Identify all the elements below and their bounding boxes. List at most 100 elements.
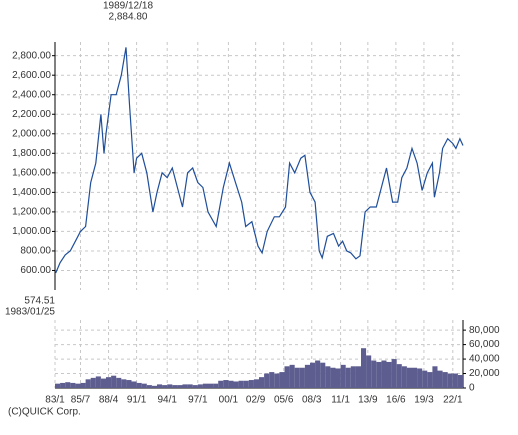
- y-tick-label: 2,600.00: [12, 70, 51, 81]
- volume-bar: [202, 383, 208, 388]
- volume-bar: [60, 382, 66, 388]
- y-tick-label: 80,000: [469, 325, 500, 336]
- volume-bar: [442, 372, 448, 388]
- volume-bar: [289, 364, 295, 388]
- volume-bar: [177, 385, 183, 388]
- volume-bar: [335, 368, 341, 388]
- volume-bar: [182, 384, 188, 388]
- volume-bar: [146, 385, 152, 388]
- volume-bar: [422, 370, 428, 388]
- y-tick-label: 20,000: [469, 368, 500, 379]
- volume-bar: [95, 376, 101, 388]
- price-line: [55, 47, 464, 274]
- y-tick-label: 1,400.00: [12, 187, 51, 198]
- volume-bar: [391, 359, 397, 388]
- volume-bar: [412, 367, 418, 388]
- annotation: 1989/12/18: [103, 1, 153, 12]
- volume-bar: [437, 370, 443, 388]
- y-tick-label: 0: [469, 383, 475, 394]
- volume-bar: [340, 364, 346, 388]
- volume-bar: [131, 381, 137, 388]
- x-tick-label: 22/1: [443, 395, 463, 406]
- x-tick-label: 94/1: [157, 395, 177, 406]
- volume-bar: [396, 364, 402, 388]
- y-tick-label: 1,800.00: [12, 148, 51, 159]
- volume-bar: [386, 361, 392, 388]
- y-tick-label: 2,800.00: [12, 50, 51, 61]
- volume-bar: [208, 383, 214, 388]
- volume-bar: [345, 367, 351, 388]
- volume-bar: [187, 384, 193, 388]
- volume-bar: [167, 384, 173, 388]
- x-tick-label: 16/6: [386, 395, 406, 406]
- x-tick-label: 83/1: [45, 395, 65, 406]
- y-tick-label: 40,000: [469, 354, 500, 365]
- volume-bar: [279, 372, 285, 388]
- volume-bar: [299, 367, 305, 388]
- volume-bar: [157, 384, 163, 388]
- volume-bar: [452, 373, 458, 388]
- volume-bar: [264, 373, 270, 388]
- volume-bar: [228, 380, 234, 388]
- volume-bar: [223, 380, 229, 388]
- volume-bar: [447, 373, 453, 388]
- volume-bar: [243, 380, 249, 388]
- volume-bar: [417, 368, 423, 388]
- volume-bar: [259, 377, 265, 388]
- volume-bar: [284, 366, 290, 388]
- annotation: 574.51: [24, 296, 55, 307]
- y-tick-label: 60,000: [469, 339, 500, 350]
- volume-bar: [65, 382, 71, 388]
- x-tick-label: 13/9: [358, 395, 378, 406]
- x-tick-label: 11/1: [331, 395, 350, 406]
- x-tick-label: 85/7: [71, 395, 91, 406]
- volume-bar: [85, 379, 91, 388]
- x-tick-label: 91/1: [127, 395, 147, 406]
- x-tick-label: 97/1: [188, 395, 208, 406]
- volume-bar: [269, 372, 275, 388]
- volume-bar: [70, 382, 76, 388]
- x-tick-label: 05/6: [274, 395, 294, 406]
- volume-bar: [294, 367, 300, 388]
- y-tick-label: 1,200.00: [12, 207, 51, 218]
- annotation: 2,884.80: [109, 12, 148, 23]
- volume-bar: [274, 373, 280, 388]
- volume-bar: [75, 383, 81, 388]
- annotation: 1983/01/25: [5, 307, 55, 318]
- credit: (C)QUICK Corp.: [8, 407, 81, 418]
- volume-bar: [172, 385, 178, 388]
- volume-bar: [457, 374, 463, 388]
- y-tick-label: 2,000.00: [12, 128, 51, 139]
- y-tick-label: 1,000.00: [12, 226, 51, 237]
- volume-bar: [218, 380, 224, 388]
- volume-bar: [366, 355, 372, 388]
- x-tick-label: 88/4: [99, 395, 119, 406]
- y-tick-label: 1,600.00: [12, 167, 51, 178]
- volume-bar: [100, 378, 106, 388]
- volume-bar: [253, 379, 259, 388]
- volume-bar: [330, 367, 336, 388]
- volume-bar: [248, 380, 254, 388]
- volume-bar: [111, 375, 117, 388]
- volume-bar: [126, 380, 132, 388]
- volume-bar: [136, 382, 142, 388]
- volume-bar: [320, 362, 326, 388]
- volume-bar: [376, 361, 382, 388]
- y-tick-label: 800.00: [20, 246, 51, 257]
- volume-bar: [197, 384, 203, 388]
- y-tick-label: 2,200.00: [12, 109, 51, 120]
- volume-bar: [233, 381, 239, 388]
- x-tick-label: 08/3: [302, 395, 322, 406]
- volume-bar: [355, 366, 361, 388]
- x-tick-label: 00/1: [219, 395, 239, 406]
- volume-bar: [361, 348, 367, 388]
- volume-bar: [238, 380, 244, 388]
- volume-bar: [406, 367, 412, 388]
- volume-bar: [427, 372, 433, 388]
- volume-bar: [432, 366, 438, 388]
- volume-bar: [325, 366, 331, 388]
- volume-bar: [121, 379, 127, 388]
- volume-bar: [213, 383, 219, 388]
- x-tick-label: 19/3: [414, 395, 434, 406]
